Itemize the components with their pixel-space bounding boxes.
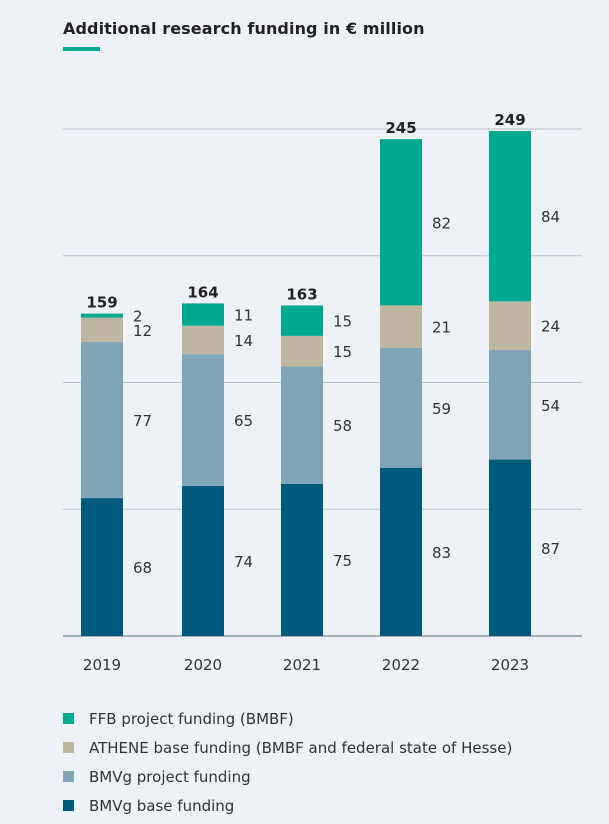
legend-item-bmvg-project: BMVg project funding xyxy=(63,762,512,791)
bar-segment-bmvg_base-2022 xyxy=(380,467,422,636)
bar-segment-ffb-2022 xyxy=(380,139,422,306)
total-label-2021: 163 xyxy=(286,285,317,303)
data-label-bmvg_base-2023: 87 xyxy=(541,540,560,558)
legend-swatch-ffb xyxy=(63,713,74,724)
bar-segment-athene-2023 xyxy=(489,301,531,351)
bar-segment-athene-2020 xyxy=(182,325,224,355)
data-label-athene-2023: 24 xyxy=(541,318,560,336)
bar-segment-bmvg_base-2019 xyxy=(81,498,123,636)
bar-segment-bmvg_project-2021 xyxy=(281,366,323,484)
data-label-athene-2021: 15 xyxy=(333,343,352,361)
legend-swatch-bmvg-project xyxy=(63,771,74,782)
x-tick-label-2021: 2021 xyxy=(283,656,321,674)
legend-label-bmvg-project: BMVg project funding xyxy=(89,767,251,786)
chart-title: Additional research funding in € million xyxy=(63,19,425,38)
data-label-bmvg_project-2023: 54 xyxy=(541,397,560,415)
bar-segment-bmvg_project-2020 xyxy=(182,354,224,486)
data-label-athene-2020: 14 xyxy=(234,332,253,350)
title-accent-bar xyxy=(63,47,100,51)
x-tick-label-2022: 2022 xyxy=(382,656,420,674)
total-label-2022: 245 xyxy=(385,119,416,137)
legend-label-ffb: FFB project funding (BMBF) xyxy=(89,709,294,728)
data-label-ffb-2022: 82 xyxy=(432,214,451,232)
data-label-athene-2022: 21 xyxy=(432,319,451,337)
data-label-bmvg_project-2022: 59 xyxy=(432,400,451,418)
data-label-ffb-2019: 2 xyxy=(133,308,143,326)
x-tick-label-2020: 2020 xyxy=(184,656,222,674)
bar-segment-bmvg_project-2022 xyxy=(380,348,422,468)
bar-segment-ffb-2020 xyxy=(182,303,224,326)
legend-label-bmvg-base: BMVg base funding xyxy=(89,796,235,815)
bar-segment-ffb-2019 xyxy=(81,313,123,318)
legend-item-ffb: FFB project funding (BMBF) xyxy=(63,704,512,733)
data-label-athene-2019: 12 xyxy=(133,322,152,340)
bar-segment-bmvg_base-2023 xyxy=(489,459,531,636)
x-tick-label-2019: 2019 xyxy=(83,656,121,674)
data-label-bmvg_base-2019: 68 xyxy=(133,559,152,577)
total-label-2019: 159 xyxy=(86,294,117,312)
data-label-bmvg_base-2022: 83 xyxy=(432,544,451,562)
bar-segment-bmvg_base-2021 xyxy=(281,483,323,636)
legend-item-athene: ATHENE base funding (BMBF and federal st… xyxy=(63,733,512,762)
legend-swatch-athene xyxy=(63,742,74,753)
data-label-bmvg_base-2020: 74 xyxy=(234,553,253,571)
data-label-ffb-2021: 15 xyxy=(333,313,352,331)
data-label-bmvg_project-2021: 58 xyxy=(333,417,352,435)
total-label-2023: 249 xyxy=(494,111,525,129)
bar-segment-athene-2022 xyxy=(380,305,422,349)
data-label-bmvg_project-2019: 77 xyxy=(133,412,152,430)
bar-segment-bmvg_base-2020 xyxy=(182,485,224,636)
data-label-ffb-2020: 11 xyxy=(234,307,253,325)
bar-segment-athene-2019 xyxy=(81,317,123,342)
data-label-ffb-2023: 84 xyxy=(541,208,560,226)
bar-segment-bmvg_project-2019 xyxy=(81,341,123,499)
x-tick-label-2023: 2023 xyxy=(491,656,529,674)
legend-swatch-bmvg-base xyxy=(63,800,74,811)
bar-segment-athene-2021 xyxy=(281,335,323,367)
legend: FFB project funding (BMBF) ATHENE base f… xyxy=(63,704,512,820)
data-label-bmvg_project-2020: 65 xyxy=(234,412,253,430)
total-label-2020: 164 xyxy=(187,283,218,301)
bar-segment-ffb-2023 xyxy=(489,131,531,302)
legend-label-athene: ATHENE base funding (BMBF and federal st… xyxy=(89,738,513,757)
legend-item-bmvg-base: BMVg base funding xyxy=(63,791,512,820)
bar-segment-ffb-2021 xyxy=(281,305,323,336)
stacked-bar-chart: 6877122159201974651411164202075581515163… xyxy=(63,111,582,674)
data-label-bmvg_base-2021: 75 xyxy=(333,552,352,570)
bar-segment-bmvg_project-2023 xyxy=(489,350,531,460)
